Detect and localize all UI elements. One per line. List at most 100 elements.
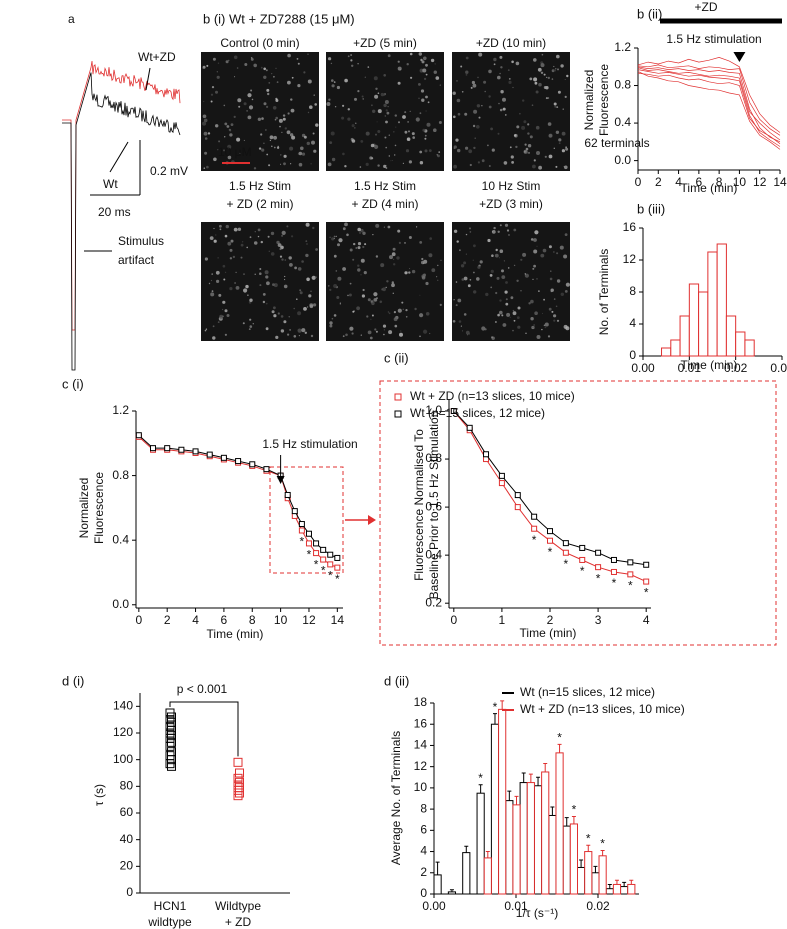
x-tick-label: + ZD	[225, 915, 252, 929]
speckle	[456, 80, 458, 82]
speckle	[512, 86, 514, 89]
significance-star: *	[478, 771, 483, 785]
speckle	[259, 284, 262, 287]
marker	[192, 448, 199, 455]
marker	[178, 446, 185, 453]
speckle	[289, 329, 291, 331]
x-tick-label: 14	[773, 175, 787, 189]
significance-star: *	[628, 579, 633, 593]
x-tick-label: 4	[192, 613, 199, 627]
speckle	[247, 115, 252, 120]
speckle	[431, 268, 436, 273]
series-line	[637, 67, 781, 141]
y-tick-label: 0.8	[614, 78, 631, 92]
speckle	[386, 280, 389, 283]
point	[235, 788, 244, 798]
speckle	[369, 156, 373, 160]
speckle	[210, 100, 213, 103]
speckle	[333, 284, 338, 288]
speckle	[473, 244, 476, 248]
image-caption: +ZD (5 min)	[353, 36, 417, 50]
image-caption: +ZD (10 min)	[476, 36, 546, 50]
speckle	[334, 106, 337, 108]
speckle	[456, 98, 461, 103]
significance-star: *	[600, 837, 605, 851]
speckle	[360, 274, 362, 276]
speckle	[253, 241, 258, 245]
speckle	[555, 130, 560, 134]
speckle	[499, 55, 503, 59]
marker	[579, 544, 586, 551]
speckle	[424, 134, 427, 137]
speckle	[205, 328, 208, 330]
speckle	[380, 263, 385, 268]
marker	[164, 445, 171, 452]
image-caption: Control (0 min)	[220, 36, 299, 50]
speckle	[361, 294, 365, 298]
speckle	[503, 161, 508, 165]
bar	[483, 857, 492, 895]
speckle	[481, 159, 485, 163]
image-caption: + ZD (2 min)	[226, 197, 293, 211]
speckle	[497, 230, 500, 233]
speckle	[283, 154, 287, 158]
speckle	[491, 148, 495, 152]
marker	[206, 451, 213, 458]
x-tick-label: 2	[655, 175, 662, 189]
speckle	[383, 329, 385, 331]
speckle	[487, 238, 491, 243]
speckle	[465, 56, 469, 60]
speckle	[508, 78, 511, 80]
speckle	[502, 323, 507, 327]
speckle	[222, 264, 226, 268]
speckle	[419, 335, 421, 338]
speckle	[499, 108, 503, 112]
speckle	[336, 85, 340, 90]
speckle	[310, 334, 314, 338]
speckle	[335, 235, 337, 237]
panel-label: b (iii)	[637, 201, 665, 216]
speckle	[529, 77, 533, 81]
speckle	[283, 284, 288, 289]
speckle	[268, 164, 271, 167]
speckle	[310, 290, 312, 292]
speckle	[421, 60, 425, 64]
speckle	[281, 131, 283, 133]
annotation: Stimulus	[118, 234, 164, 248]
speckle	[387, 225, 391, 229]
x-axis-label: Time (min)	[681, 181, 738, 195]
speckle	[560, 64, 564, 68]
speckle	[460, 325, 462, 327]
speckle	[558, 138, 562, 142]
speckle	[222, 308, 224, 311]
speckle	[380, 92, 385, 97]
legend-label: Wt	[103, 177, 118, 191]
speckle	[366, 315, 369, 318]
speckle	[488, 69, 492, 74]
speckle	[209, 236, 214, 241]
marker	[320, 546, 327, 553]
stim-arrow	[733, 52, 746, 62]
speckle	[239, 152, 241, 155]
marker	[498, 480, 505, 487]
significance-star: *	[328, 569, 333, 583]
speckle	[276, 146, 280, 149]
bar	[627, 883, 636, 895]
bar	[462, 852, 471, 895]
speckle	[357, 268, 361, 272]
speckle	[349, 282, 352, 285]
speckle	[427, 101, 430, 104]
speckle	[430, 58, 435, 63]
point	[165, 759, 175, 769]
x-tick-label: 0.00	[631, 361, 655, 375]
speckle	[393, 317, 398, 322]
speckle	[508, 234, 510, 236]
y-tick-label: 0	[420, 886, 427, 900]
speckle	[330, 131, 335, 136]
speckle	[226, 314, 230, 317]
speckle	[312, 226, 315, 230]
image-caption: 10 Hz Stim	[482, 179, 541, 193]
speckle	[229, 248, 233, 252]
speckle	[533, 264, 536, 268]
speckle	[394, 154, 396, 156]
